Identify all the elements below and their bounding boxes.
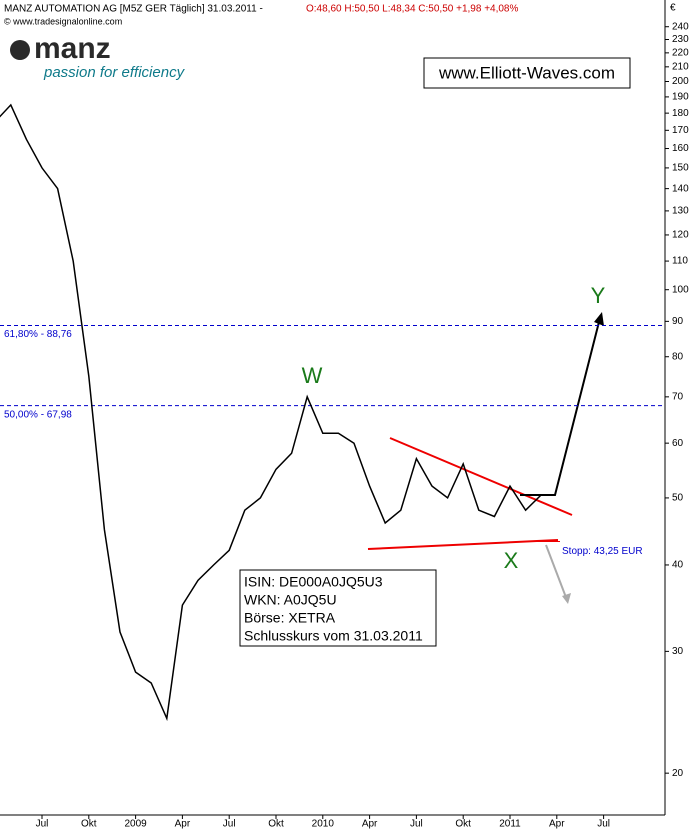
source: © www.tradesignalonline.com <box>4 16 122 26</box>
projection-arrow <box>520 317 601 496</box>
y-tick-label: 190 <box>672 92 689 103</box>
y-tick-label: 30 <box>672 646 684 657</box>
website-box <box>423 57 631 89</box>
wave-label: W <box>302 363 323 388</box>
arrowhead <box>594 312 604 326</box>
x-tick-label: 2009 <box>124 819 147 830</box>
y-tick-label: 60 <box>672 438 684 449</box>
x-tick-label: Okt <box>81 819 97 830</box>
fib-label: 61,80% - 88,76 <box>4 329 72 340</box>
y-tick-label: 110 <box>672 256 688 267</box>
header-title: MANZ AUTOMATION AG [M5Z GER Täglich] 31.… <box>4 4 263 15</box>
x-tick-label: Jul <box>36 819 49 830</box>
y-tick-label: 150 <box>672 163 689 174</box>
y-tick-label: 20 <box>672 768 684 779</box>
unit: € <box>670 3 676 14</box>
x-tick-label: Jul <box>410 819 423 830</box>
logo-icon <box>10 40 30 60</box>
y-tick-label: 120 <box>672 230 689 241</box>
stop-label: Stopp: 43,25 EUR <box>562 546 643 557</box>
x-tick-label: 2011 <box>499 819 521 830</box>
y-tick-label: 50 <box>672 493 684 504</box>
y-tick-label: 220 <box>672 48 689 59</box>
support-line <box>367 539 559 550</box>
x-tick-label: Okt <box>455 819 471 830</box>
info-line: ISIN: DE000A0JQ5U3 <box>244 574 383 590</box>
info-box <box>239 569 437 647</box>
y-tick-label: 230 <box>672 34 689 45</box>
fib-label: 50,00% - 67,98 <box>4 409 72 420</box>
y-tick-label: 180 <box>672 108 689 119</box>
y-tick-label: 210 <box>672 61 689 72</box>
wave-label: X <box>504 548 519 573</box>
slogan: passion for efficiency <box>43 64 186 81</box>
arrowhead <box>562 593 571 604</box>
y-tick-label: 100 <box>672 284 689 295</box>
y-tick-label: 200 <box>672 76 689 87</box>
y-tick-label: 90 <box>672 316 684 327</box>
resistance-line <box>389 437 573 516</box>
x-tick-label: Apr <box>175 819 191 830</box>
y-tick-label: 130 <box>672 206 689 217</box>
info-line: WKN: A0JQ5U <box>244 592 337 608</box>
y-tick-label: 40 <box>672 560 684 571</box>
stop-arrow <box>545 544 568 601</box>
x-tick-label: Jul <box>223 819 236 830</box>
x-tick-label: Jul <box>597 819 610 830</box>
info-line: Schlusskurs vom 31.03.2011 <box>244 628 423 644</box>
wave-label: Y <box>591 283 606 308</box>
y-tick-label: 140 <box>672 183 689 194</box>
y-tick-label: 160 <box>672 143 689 154</box>
website: www.Elliott-Waves.com <box>438 63 615 82</box>
price-line <box>0 103 542 722</box>
info-line: Börse: XETRA <box>244 610 336 626</box>
x-tick-label: Apr <box>549 819 565 830</box>
y-tick-label: 70 <box>672 391 684 402</box>
y-tick-label: 170 <box>672 125 689 136</box>
header-quote: O:48,60 H:50,50 L:48,34 C:50,50 +1,98 +4… <box>306 4 518 15</box>
y-tick-label: 80 <box>672 351 684 362</box>
x-tick-label: Apr <box>362 819 378 830</box>
logo: manz <box>34 32 111 65</box>
x-tick-label: 2010 <box>312 819 335 830</box>
y-tick-label: 240 <box>672 21 689 32</box>
x-tick-label: Okt <box>268 819 284 830</box>
